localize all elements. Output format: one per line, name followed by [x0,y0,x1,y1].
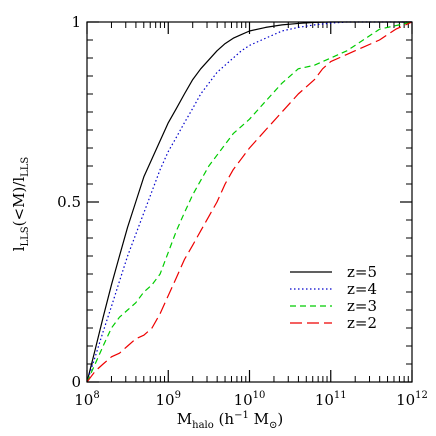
x-tick-label-exp: 11 [334,390,347,401]
series-line-z=2 [86,21,413,383]
plot-frame [86,21,413,383]
y-tick-labels: 00.51 [57,13,81,391]
x-tick-labels: 108 109 1010 1011 1012 [74,390,428,409]
x-tick-label: 109 [156,390,181,409]
x-tick-label: 108 [74,390,99,409]
x-tick-label-base: 10 [315,391,334,409]
y-tick-label: 0 [71,373,81,391]
x-tick-label-base: 10 [156,391,175,409]
series-layer [86,21,413,383]
legend-label: z=4 [347,280,377,298]
x-tick-label-exp: 10 [253,390,266,401]
x-axis-label-sup: −1 [234,410,249,421]
legend: z=5z=4z=3z=2 [290,263,377,332]
x-tick-label-base: 10 [234,391,253,409]
x-tick-label-exp: 8 [93,390,99,401]
series-line-z=3 [86,21,413,383]
x-tick-label-base: 10 [74,391,93,409]
y-axis-label-sub1: LLS [20,226,31,246]
y-tick-label: 0.5 [57,193,81,211]
legend-label: z=5 [347,263,377,281]
x-axis-label: Mhalo (h−1 M⊙) [177,410,283,431]
x-axis-label-sub: halo [192,420,214,431]
x-tick-label-exp: 12 [415,390,428,401]
x-axis-label-rest2: M [249,410,269,428]
x-tick-label-exp: 9 [175,390,181,401]
x-tick-label: 1012 [396,390,428,409]
x-tick-label: 1011 [315,390,347,409]
y-axis-label: lLLS(<M)/lLLS [10,157,31,252]
x-tick-label: 1010 [234,390,266,409]
y-axis-label-sub2: LLS [20,157,31,177]
series-line-z=5 [86,21,412,383]
legend-label: z=2 [347,314,377,332]
y-axis-label-mid: (<M)/l [10,177,28,227]
legend-label: z=3 [347,297,377,315]
x-axis-label-rest3: ) [277,410,283,428]
y-tick-label: 1 [71,13,81,31]
x-axis-label-rest1: (h [214,410,235,428]
x-axis-label-sun: ⊙ [269,420,277,431]
x-tick-label-base: 10 [396,391,415,409]
